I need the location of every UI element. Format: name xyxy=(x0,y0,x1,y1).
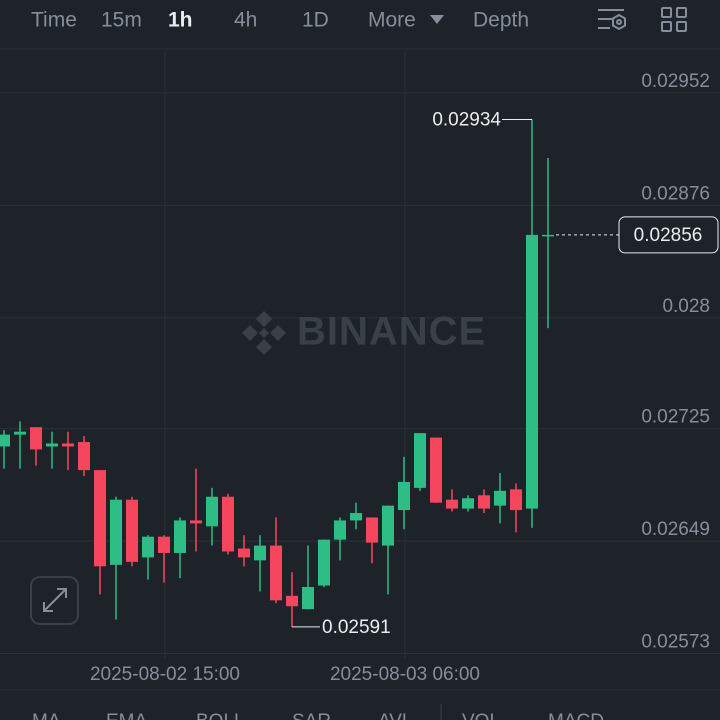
y-tick-label: 0.02725 xyxy=(641,407,710,428)
indicator-tab[interactable]: BOLL xyxy=(196,711,245,720)
candle-body xyxy=(430,437,442,503)
last-price-label: 0.02856 xyxy=(634,225,703,246)
indicator-tab[interactable]: VOL xyxy=(462,711,500,720)
candle-body xyxy=(238,548,250,558)
candle-body xyxy=(494,490,506,506)
candle-body xyxy=(286,595,298,607)
last-price-box xyxy=(618,216,719,254)
watermark-text: BINANCE xyxy=(297,310,486,354)
annotations: 0.02934 0.02591 0.02856 xyxy=(292,110,719,638)
candle-body xyxy=(62,443,74,447)
depth-tab[interactable]: Depth xyxy=(473,9,529,32)
candle-body xyxy=(542,234,554,237)
indicator-tab[interactable]: MA xyxy=(32,711,61,720)
candle-body xyxy=(350,513,362,521)
y-tick-label: 0.02573 xyxy=(641,632,710,653)
indicator-tab[interactable]: SAR xyxy=(292,711,331,720)
candle-body xyxy=(366,517,378,543)
x-tick-label: 2025-08-02 15:00 xyxy=(90,664,240,685)
x-tick-label: 2025-08-03 06:00 xyxy=(330,664,480,685)
interval-tab[interactable]: 4h xyxy=(234,9,257,32)
candle-body xyxy=(414,433,426,488)
candle-body xyxy=(382,505,394,546)
max-label: 0.02934 xyxy=(432,110,501,131)
candle-body xyxy=(190,520,202,524)
candle-body xyxy=(462,498,474,509)
candle-body xyxy=(510,489,522,511)
candle-body xyxy=(222,496,234,552)
candle-body xyxy=(254,545,266,561)
interval-tab[interactable]: 1D xyxy=(302,9,329,32)
candle-body xyxy=(334,520,346,540)
interval-tab[interactable]: 1h xyxy=(168,9,193,32)
y-tick-label: 0.02649 xyxy=(641,519,710,540)
y-tick-label: 0.02876 xyxy=(641,183,710,204)
candle-body xyxy=(174,520,186,553)
candle-body xyxy=(0,434,10,447)
candle-body xyxy=(446,499,458,509)
candle-body xyxy=(478,495,490,509)
min-label: 0.02591 xyxy=(322,617,391,638)
indicator-tab[interactable]: MACD xyxy=(548,711,604,720)
layout-icon[interactable] xyxy=(661,7,687,32)
toolbar: Time 15m 1h 4h 1D More Depth xyxy=(0,7,720,50)
settings-icon[interactable] xyxy=(598,9,626,31)
indicator-tab[interactable]: EMA xyxy=(106,711,148,720)
candle-body xyxy=(14,431,26,435)
candles xyxy=(0,119,554,627)
watermark: BINANCE xyxy=(242,310,486,355)
candle-body xyxy=(206,496,218,527)
more-tab[interactable]: More xyxy=(368,9,416,32)
grid: 0.02952 0.02876 0.028 0.02725 0.02649 0.02573… xyxy=(0,50,720,685)
candle-body xyxy=(270,545,282,601)
candle-body xyxy=(46,443,58,447)
expand-button[interactable] xyxy=(30,576,79,625)
candle-body xyxy=(318,539,330,586)
candle-body xyxy=(526,234,538,509)
candle-body xyxy=(78,442,90,471)
candle-body xyxy=(302,586,314,610)
y-tick-label: 0.028 xyxy=(662,296,710,317)
indicator-bar: MA EMA BOLL SAR AVL VOL MACD xyxy=(32,704,604,720)
y-tick-label: 0.02952 xyxy=(641,71,710,92)
candle-body xyxy=(158,536,170,553)
indicator-tab[interactable]: AVL xyxy=(378,711,413,720)
candle-body xyxy=(126,499,138,562)
interval-tab[interactable]: 15m xyxy=(101,9,142,32)
interval-tab[interactable]: Time xyxy=(31,9,77,32)
candle-body xyxy=(398,481,410,511)
candle-body xyxy=(94,470,106,567)
more-caret xyxy=(430,15,444,24)
candle-body xyxy=(30,427,42,450)
candle-body xyxy=(110,499,122,565)
candle-body xyxy=(142,536,154,558)
